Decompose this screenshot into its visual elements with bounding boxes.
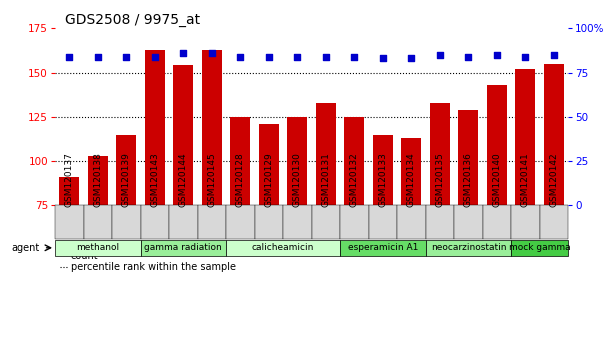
Text: GSM120145: GSM120145 bbox=[207, 152, 216, 207]
Bar bbox=[426, 240, 511, 256]
Text: GSM120135: GSM120135 bbox=[436, 152, 444, 207]
Text: GSM120128: GSM120128 bbox=[236, 152, 245, 207]
Text: GSM120132: GSM120132 bbox=[350, 152, 359, 207]
Bar bbox=[230, 117, 251, 338]
Point bbox=[150, 54, 159, 59]
Bar bbox=[145, 50, 165, 338]
Bar bbox=[116, 135, 136, 338]
Bar bbox=[544, 64, 564, 338]
Text: GSM120141: GSM120141 bbox=[521, 152, 530, 207]
Bar bbox=[55, 205, 84, 239]
Bar bbox=[287, 117, 307, 338]
Bar bbox=[59, 177, 79, 338]
Text: GSM120129: GSM120129 bbox=[265, 152, 273, 207]
Bar bbox=[255, 205, 283, 239]
Point bbox=[122, 54, 131, 59]
Text: GSM120134: GSM120134 bbox=[407, 152, 416, 207]
Text: GSM120139: GSM120139 bbox=[122, 152, 131, 207]
Point bbox=[492, 52, 502, 58]
Text: neocarzinostatin: neocarzinostatin bbox=[431, 243, 506, 252]
Text: GSM120136: GSM120136 bbox=[464, 152, 473, 207]
Bar bbox=[112, 205, 141, 239]
Text: GSM120140: GSM120140 bbox=[492, 152, 502, 207]
Bar bbox=[458, 110, 478, 338]
Bar bbox=[169, 205, 197, 239]
Point bbox=[549, 52, 559, 58]
Text: GSM120137: GSM120137 bbox=[65, 152, 74, 207]
Point bbox=[349, 54, 359, 59]
Bar bbox=[426, 205, 454, 239]
Point bbox=[207, 50, 217, 56]
Text: GSM120142: GSM120142 bbox=[549, 152, 558, 207]
Text: GDS2508 / 9975_at: GDS2508 / 9975_at bbox=[65, 13, 200, 27]
Point bbox=[178, 50, 188, 56]
Text: calicheamicin: calicheamicin bbox=[252, 243, 314, 252]
Point bbox=[435, 52, 445, 58]
Bar bbox=[540, 205, 568, 239]
Point bbox=[406, 56, 416, 61]
Bar bbox=[283, 205, 312, 239]
Bar bbox=[454, 205, 483, 239]
Text: GSM120144: GSM120144 bbox=[179, 152, 188, 207]
Bar bbox=[197, 205, 226, 239]
Text: agent: agent bbox=[12, 243, 40, 253]
Bar bbox=[401, 138, 422, 338]
Point bbox=[264, 54, 274, 59]
Text: GSM120133: GSM120133 bbox=[378, 152, 387, 207]
Text: GSM120131: GSM120131 bbox=[321, 152, 331, 207]
Bar bbox=[141, 205, 169, 239]
Text: GSM120138: GSM120138 bbox=[93, 152, 102, 207]
Point bbox=[321, 54, 331, 59]
Bar bbox=[511, 240, 568, 256]
Bar bbox=[373, 135, 393, 338]
Bar bbox=[397, 205, 426, 239]
Point bbox=[464, 54, 474, 59]
Bar bbox=[202, 50, 222, 338]
Text: mock gamma: mock gamma bbox=[509, 243, 571, 252]
Legend: count, percentile rank within the sample: count, percentile rank within the sample bbox=[60, 251, 236, 272]
Bar bbox=[487, 85, 507, 338]
Text: GSM120130: GSM120130 bbox=[293, 152, 302, 207]
Point bbox=[64, 54, 74, 59]
Point bbox=[521, 54, 530, 59]
Point bbox=[235, 54, 245, 59]
Bar bbox=[516, 69, 535, 338]
Point bbox=[293, 54, 302, 59]
Bar bbox=[84, 205, 112, 239]
Bar bbox=[430, 103, 450, 338]
Bar bbox=[141, 240, 226, 256]
Bar bbox=[226, 205, 255, 239]
Text: methanol: methanol bbox=[76, 243, 119, 252]
Bar bbox=[88, 156, 108, 338]
Bar bbox=[226, 240, 340, 256]
Point bbox=[93, 54, 103, 59]
Bar bbox=[316, 103, 336, 338]
Point bbox=[378, 56, 388, 61]
Bar bbox=[483, 205, 511, 239]
Bar bbox=[340, 205, 368, 239]
Bar bbox=[312, 205, 340, 239]
Bar bbox=[259, 124, 279, 338]
Bar bbox=[368, 205, 397, 239]
Bar bbox=[511, 205, 540, 239]
Bar bbox=[340, 240, 426, 256]
Bar bbox=[345, 117, 364, 338]
Text: GSM120143: GSM120143 bbox=[150, 152, 159, 207]
Text: esperamicin A1: esperamicin A1 bbox=[348, 243, 418, 252]
Bar bbox=[174, 65, 193, 338]
Text: gamma radiation: gamma radiation bbox=[144, 243, 222, 252]
Bar bbox=[55, 240, 141, 256]
